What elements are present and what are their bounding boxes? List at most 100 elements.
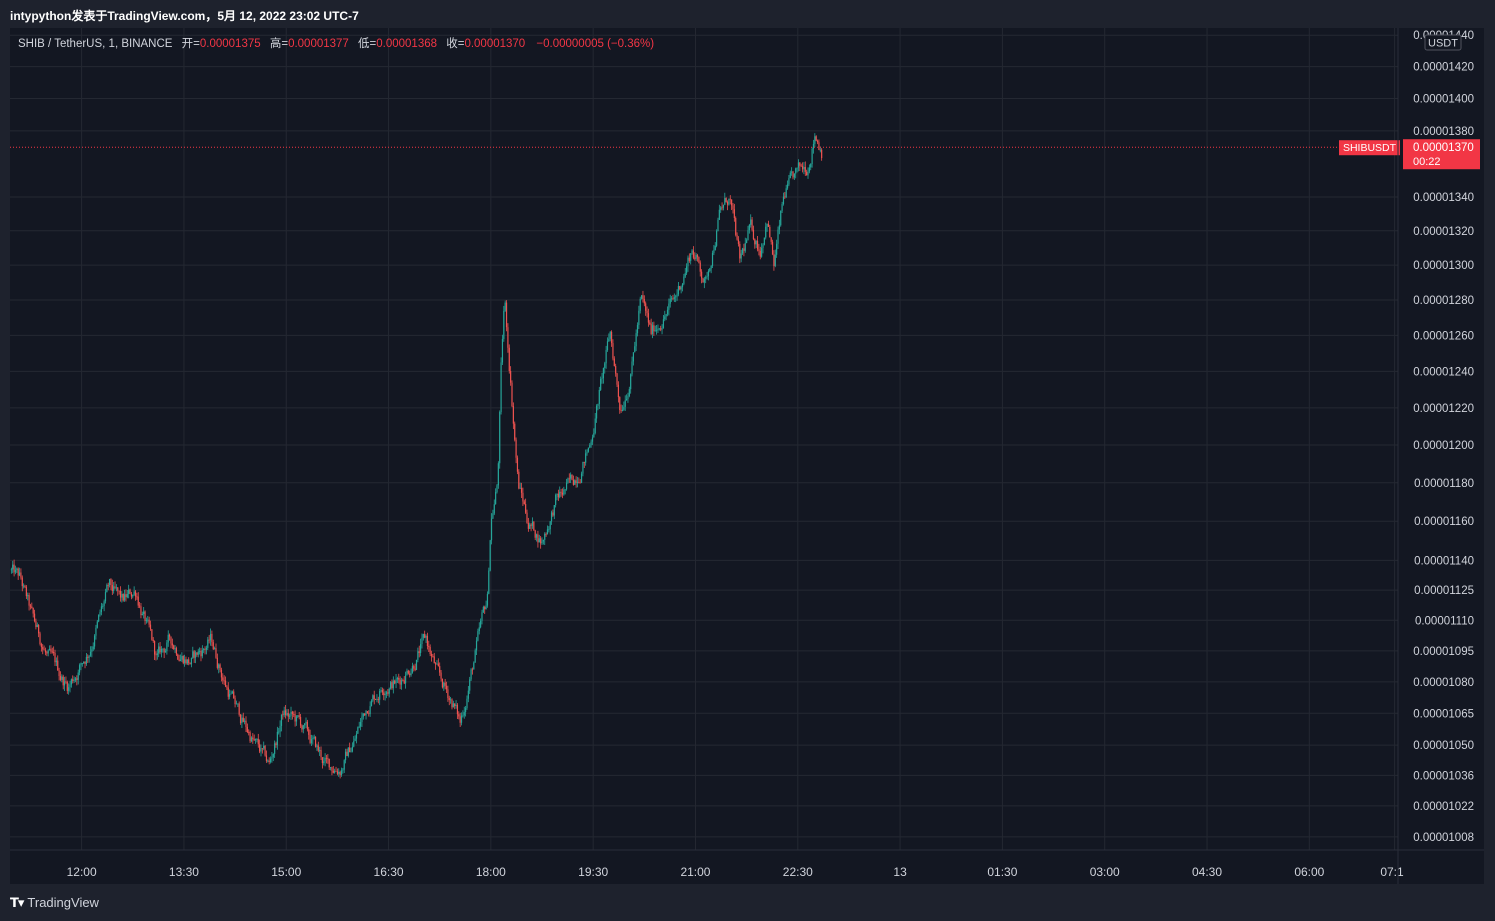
legend-symbol[interactable]: SHIB / TetherUS, 1, BINANCE [18,38,173,50]
candle [269,756,272,764]
candle-body [593,433,595,438]
candle-body [207,639,209,648]
candle-body [204,648,206,650]
candle-body [771,241,774,255]
candle-body [484,607,486,610]
candle-body [267,760,269,762]
candle [771,239,774,256]
candle-body [806,171,808,176]
candle [600,376,602,392]
candle [710,265,712,274]
candle-body [46,652,48,654]
candle-body [77,672,79,680]
time-tick-label: 03:00 [1090,865,1120,879]
candle [564,489,566,495]
candle-body [126,593,128,598]
candle-body [808,167,810,172]
candle-body [679,286,681,290]
candle [586,449,588,456]
candle-body [788,178,790,185]
candle-body [254,739,257,741]
candle-body [804,166,806,172]
price-tick-label: 0.00001260 [1413,330,1474,342]
candle-body [170,636,172,644]
candle-body [784,196,786,198]
candle-body [463,712,465,716]
candle-body [248,732,250,733]
candle [141,611,143,616]
candle [666,306,669,317]
candle-body [505,302,508,328]
candle-body [815,136,817,141]
candle-body [595,405,598,419]
candle [223,675,225,685]
unit-box [1424,34,1462,51]
candle [762,243,764,254]
candle [758,243,760,256]
candle [631,356,633,377]
candle-body [698,257,700,263]
price-axis-labels: 0.000014400.000014200.000014000.00001380… [1413,30,1474,844]
candle-body [507,327,509,348]
candle-body [467,690,469,699]
candle [470,668,472,681]
candle-body [519,487,521,489]
candle-body [535,534,538,538]
candle [396,676,399,684]
candle [21,575,23,592]
candle [122,593,124,602]
candle-body [83,661,85,664]
price-tick-label: 0.00001380 [1413,126,1474,138]
candle-body [250,737,253,742]
candle [484,605,486,614]
time-axis[interactable] [10,850,1484,884]
candle [398,673,400,684]
candle [36,622,38,628]
candle [323,756,325,766]
candle [338,768,340,777]
candle [655,325,658,335]
candle-body [522,492,524,502]
candle [718,204,720,221]
candle-body [520,487,523,493]
candle-body [404,675,407,684]
candle [537,530,539,548]
candle-body [795,168,797,174]
candle-body [226,686,228,688]
candle-body [347,747,349,756]
candle [640,295,643,300]
candle-body [636,325,639,334]
candle [737,236,740,247]
candle [179,654,182,662]
candle [789,170,791,179]
candle [227,682,229,700]
candle [638,305,640,330]
candle [572,475,574,486]
candle [481,609,483,625]
candle [291,710,293,720]
candle [474,648,476,663]
candle [103,599,105,612]
candle-body [47,650,49,654]
candle-body [42,647,44,650]
candle-body [447,689,449,699]
candle [167,630,169,647]
candle [70,678,72,688]
candle-body [169,634,171,637]
tradingview-brand[interactable]: ꓔ▾ TradingView [10,895,99,911]
candle-body [634,346,636,353]
unit-label[interactable]: USDT [1428,38,1458,50]
candle-body [293,713,295,715]
candle [77,669,79,685]
candle [207,636,209,651]
candle-body [340,770,343,776]
candle [492,509,494,520]
candle [636,322,639,337]
candle [230,690,232,695]
candle [545,532,547,537]
candle-body [511,382,513,407]
candle-body [797,162,800,168]
candle [785,184,787,199]
candle [538,534,540,543]
